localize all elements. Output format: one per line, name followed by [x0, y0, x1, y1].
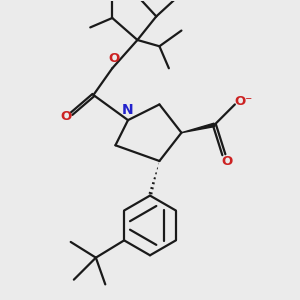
Text: O: O [221, 154, 233, 167]
Text: N: N [122, 103, 134, 117]
Text: O⁻: O⁻ [235, 95, 253, 108]
Text: O: O [60, 110, 71, 124]
Text: O: O [108, 52, 119, 64]
Polygon shape [182, 123, 215, 133]
